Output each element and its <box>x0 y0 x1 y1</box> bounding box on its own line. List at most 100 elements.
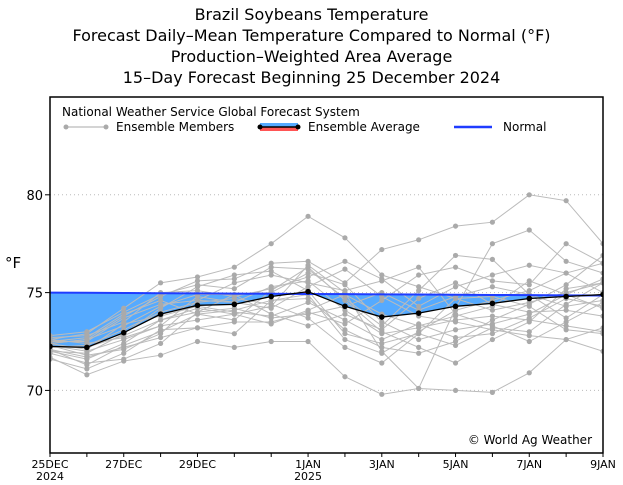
ensemble-member-point <box>158 340 164 347</box>
legend-members-dot <box>63 124 69 130</box>
ensemble-member-point <box>84 333 90 339</box>
ensemble-member-point <box>563 303 569 309</box>
source-label: National Weather Service Global Forecast… <box>62 105 360 119</box>
ensemble-member-point <box>452 334 459 341</box>
ensemble-member-point <box>379 297 385 304</box>
ensemble-member-point <box>416 295 422 302</box>
legend-average-dot <box>257 124 263 130</box>
ensemble-member-point <box>379 391 385 397</box>
ensemble-member-point <box>305 278 311 284</box>
ensemble-member-point <box>526 370 532 376</box>
ensemble-member-line <box>50 229 603 395</box>
ensemble-average-point <box>120 329 127 336</box>
plot-frame <box>49 96 604 454</box>
ensemble-average-point <box>194 302 201 309</box>
ensemble-member-point <box>563 323 569 329</box>
ensemble-member-point <box>416 329 422 335</box>
ensemble-member-point <box>526 262 532 268</box>
ensemble-member-point <box>121 342 127 349</box>
ensemble-member-point <box>342 331 348 337</box>
ensemble-member-point <box>452 338 459 345</box>
ensemble-average-series-line <box>50 290 603 349</box>
x-tick-label: 5JAN <box>443 458 469 471</box>
ensemble-member-point <box>194 338 201 345</box>
ensemble-member-point <box>84 362 90 368</box>
ensemble-member-point <box>268 264 274 270</box>
ensemble-member-point <box>489 256 495 262</box>
ensemble-member-point <box>305 323 311 329</box>
legend-members-dot <box>103 124 109 130</box>
ensemble-member-line <box>50 282 603 364</box>
ensemble-member-point <box>526 329 532 335</box>
ensemble-member-point <box>268 338 274 345</box>
ensemble-member-point <box>489 278 495 284</box>
ensemble-average-point <box>452 303 459 310</box>
ensemble-member-point <box>121 346 127 352</box>
ensemble-member-point <box>231 272 237 278</box>
ensemble-member-point <box>342 344 348 350</box>
ensemble-member-point <box>305 258 311 264</box>
ensemble-member-point <box>342 307 348 313</box>
ensemble-member-point <box>452 342 459 349</box>
ensemble-member-point <box>194 297 201 304</box>
normal-line <box>50 291 603 297</box>
ensemble-member-point <box>489 389 495 395</box>
ensemble-average-point <box>231 301 238 308</box>
ensemble-member-point <box>158 334 164 341</box>
ensemble-member-point <box>231 286 237 292</box>
ensemble-member-point <box>379 246 385 253</box>
ensemble-member-point <box>305 338 311 345</box>
ensemble-member-point <box>563 307 569 313</box>
ensemble-member-point <box>452 360 459 366</box>
ensemble-member-point <box>194 274 201 280</box>
ensemble-member-point <box>342 374 348 380</box>
chart-titles: Brazil Soybeans Temperature Forecast Dai… <box>0 4 623 88</box>
ensemble-average-point <box>84 344 90 351</box>
legend-average-swatch-blue <box>260 123 298 127</box>
ensemble-member-line <box>50 280 603 343</box>
ensemble-member-point <box>489 336 495 343</box>
ensemble-member-point <box>121 311 127 317</box>
ensemble-member-point <box>342 235 348 241</box>
ensemble-member-point <box>526 338 532 345</box>
ensemble-member-point <box>342 266 348 272</box>
ensemble-average-point <box>563 293 569 300</box>
ensemble-member-point <box>379 350 385 356</box>
ensemble-member-point <box>158 323 164 329</box>
x-tick-label: 25DEC <box>31 458 68 471</box>
ensemble-member-point <box>489 313 495 319</box>
ensemble-member-point <box>379 272 385 278</box>
ensemble-member-point <box>194 278 201 284</box>
ensemble-member-point <box>84 372 90 378</box>
ensemble-member-point <box>452 387 459 394</box>
ensemble-member-point <box>305 311 311 317</box>
ensemble-member-point <box>121 350 127 356</box>
ensemble-member-point <box>526 288 532 294</box>
legend-average-swatch-red <box>260 127 298 131</box>
x-tick-year: 2024 <box>36 470 64 483</box>
ensemble-member-point <box>416 303 422 309</box>
ensemble-member-point <box>342 327 348 333</box>
ensemble-member-point <box>84 329 90 335</box>
ensemble-member-line <box>50 268 603 352</box>
ensemble-member-point <box>305 274 311 280</box>
ensemble-member-point <box>268 284 274 290</box>
ensemble-member-point <box>194 317 201 323</box>
ensemble-member-point <box>563 198 569 204</box>
ensemble-member-point <box>489 241 495 247</box>
x-tick-label: 3JAN <box>369 458 395 471</box>
ensemble-member-point <box>563 327 569 333</box>
ensemble-member-point <box>158 280 164 286</box>
ensemble-member-point <box>416 350 422 356</box>
ensemble-average-point <box>415 310 422 316</box>
ensemble-member-point <box>305 270 311 276</box>
y-axis: 70 75 80 <box>26 189 50 399</box>
ensemble-member-point <box>194 284 201 290</box>
y-axis-label: °F <box>5 254 21 272</box>
ensemble-member-point <box>268 241 274 247</box>
ensemble-member-point <box>158 303 164 309</box>
x-tick-label: 9JAN <box>590 458 616 471</box>
ensemble-member-point <box>489 272 495 278</box>
ensemble-average-line <box>50 288 603 351</box>
